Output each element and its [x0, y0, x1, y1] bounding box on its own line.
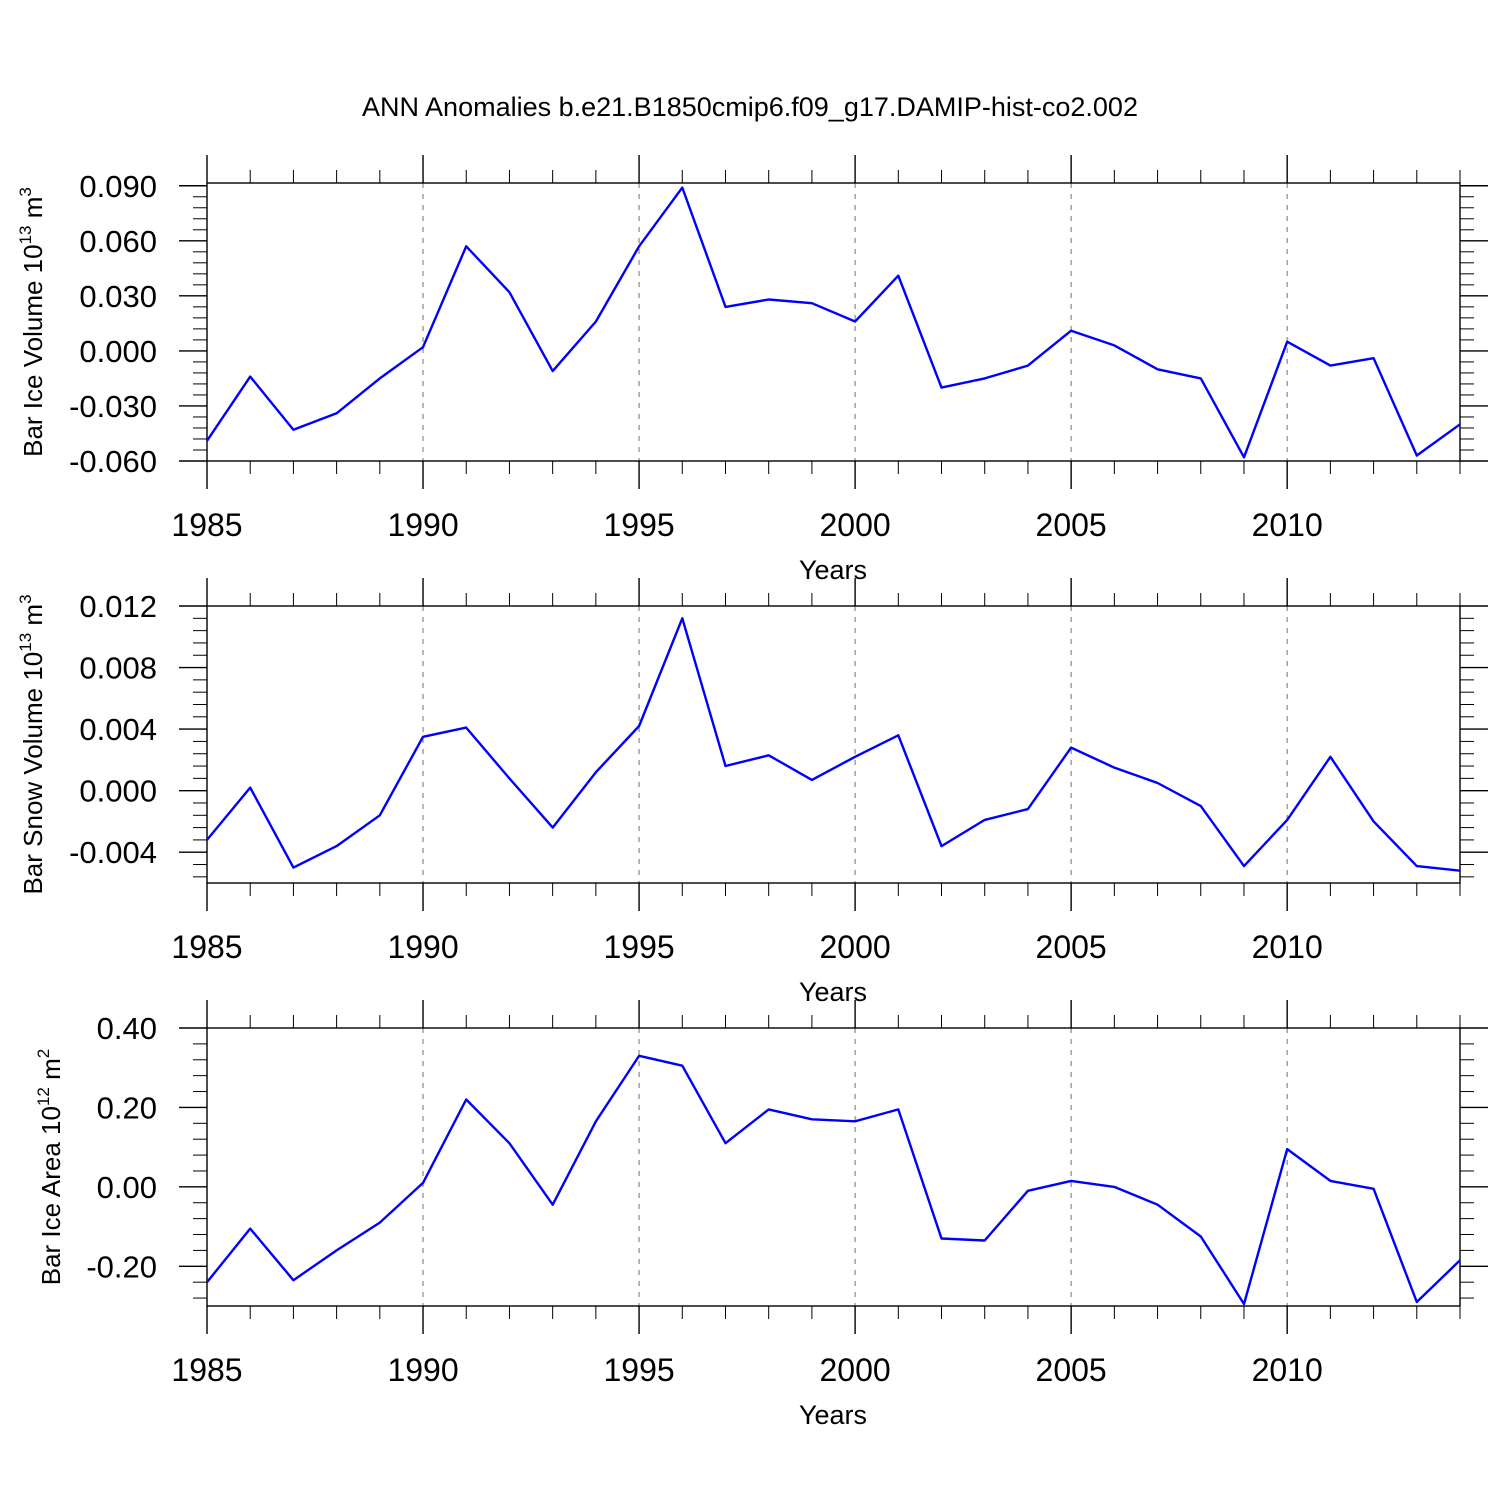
x-tick-label: 2010 — [1252, 507, 1323, 543]
x-tick-label: 1985 — [171, 1352, 242, 1388]
figure-title: ANN Anomalies b.e21.B1850cmip6.f09_g17.D… — [0, 92, 1500, 123]
plot-frame — [207, 183, 1460, 461]
x-tick-label: 2005 — [1036, 1352, 1107, 1388]
x-tick-label: 1990 — [387, 929, 458, 965]
y-axis-title: Bar Ice Volume 1013 m3 — [16, 187, 48, 457]
y-tick-label: 0.000 — [79, 334, 157, 369]
panel-1: 1985 1990 1995 2000 2005 2010 -0.060 -0.030 0.00… — [16, 155, 1488, 585]
y-tick-label: 0.004 — [79, 712, 157, 747]
x-tick-label: 1995 — [603, 929, 674, 965]
y-tick-label: 0.090 — [79, 169, 157, 204]
x-tick-label: 1995 — [603, 507, 674, 543]
panel-3: 1985 1990 1995 2000 2005 2010 -0.20 0.00 0.20 0.4… — [34, 1000, 1488, 1430]
x-tick-label: 2000 — [820, 929, 891, 965]
x-tick-label: 1990 — [387, 507, 458, 543]
x-tick-label: 1985 — [171, 929, 242, 965]
x-tick-label: 2000 — [820, 507, 891, 543]
x-axis-title: Years — [799, 1400, 867, 1430]
y-axis-title: Bar Snow Volume 1013 m3 — [16, 594, 48, 894]
panel-2: 1985 1990 1995 2000 2005 2010 -0.004 0.000 0.004… — [16, 578, 1488, 1007]
y-tick-label: -0.004 — [69, 835, 157, 870]
y-tick-label: 0.008 — [79, 651, 157, 686]
series-line-bar-ice-area — [207, 1056, 1460, 1304]
y-tick-label: 0.20 — [97, 1090, 157, 1125]
x-tick-label: 2005 — [1036, 929, 1107, 965]
x-axis-title: Years — [799, 977, 867, 1007]
y-tick-label: 0.000 — [79, 774, 157, 809]
y-axis-title: Bar Ice Area 1012 m2 — [34, 1049, 66, 1286]
x-tick-label: 2010 — [1252, 1352, 1323, 1388]
y-tick-label: -0.060 — [69, 444, 157, 479]
y-tick-label: -0.20 — [86, 1249, 157, 1284]
x-tick-label: 2005 — [1036, 507, 1107, 543]
y-tick-label: 0.012 — [79, 589, 157, 624]
x-tick-label: 1990 — [387, 1352, 458, 1388]
plot-frame — [207, 1028, 1460, 1306]
x-axis-title: Years — [799, 555, 867, 585]
y-tick-label: 0.030 — [79, 279, 157, 314]
y-tick-label: 0.00 — [97, 1170, 157, 1205]
plot-frame — [207, 606, 1460, 883]
y-tick-label: 0.060 — [79, 224, 157, 259]
x-tick-label: 1985 — [171, 507, 242, 543]
series-line-bar-snow-volume — [207, 618, 1460, 870]
x-tick-label: 2000 — [820, 1352, 891, 1388]
x-tick-label: 2010 — [1252, 929, 1323, 965]
y-tick-label: -0.030 — [69, 389, 157, 424]
y-tick-label: 0.40 — [97, 1011, 157, 1046]
x-tick-label: 1995 — [603, 1352, 674, 1388]
series-line-bar-ice-volume — [207, 188, 1460, 458]
